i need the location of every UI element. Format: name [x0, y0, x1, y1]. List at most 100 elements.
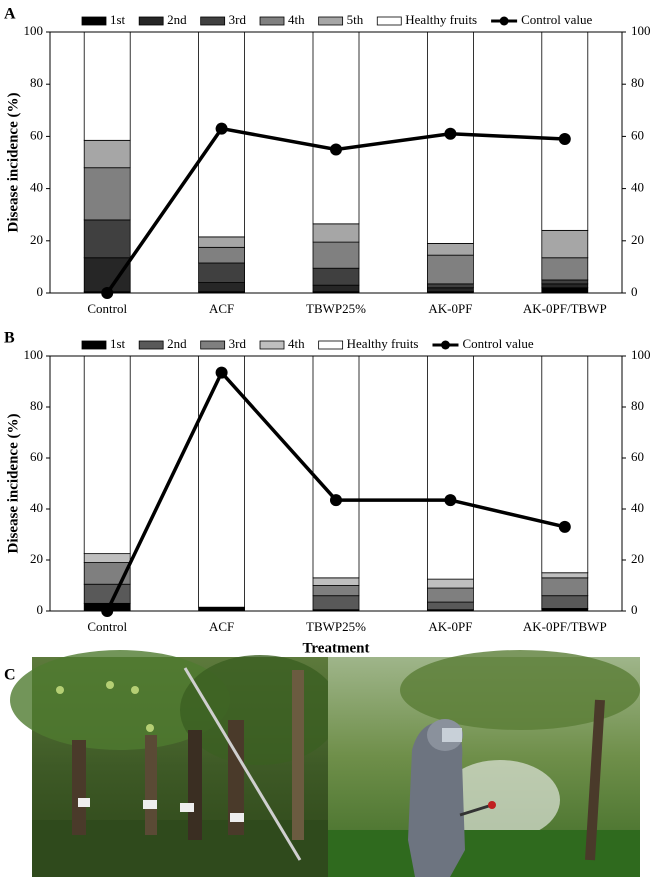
chart: A 0 20 40 60 80 100 0 20 40 60 80 100 Disease inciden… [4, 6, 651, 316]
y-tick-label: 40 [30, 500, 43, 515]
plot-frame [49, 31, 623, 294]
bar-segment [541, 355, 589, 574]
legend-swatch [200, 340, 226, 350]
legend-item: 3rd [200, 336, 247, 351]
bar-segment [426, 254, 474, 285]
x-tick-label: ACF [209, 619, 234, 634]
y2-tick-label: 40 [631, 180, 644, 195]
control-point [101, 605, 114, 617]
panel-label: B [4, 330, 15, 347]
x-tick-label: AK-0PF [428, 619, 472, 634]
panel-label: A [4, 6, 16, 23]
y-tick-label: 80 [30, 75, 43, 90]
legend-item: 3rd [200, 12, 247, 27]
bar-segment [312, 241, 360, 269]
legend-item: 5th [318, 12, 364, 27]
legend-label: Healthy fruits [347, 336, 419, 351]
bar-segment [312, 355, 360, 579]
bar-segment [198, 246, 246, 264]
bar-segment [541, 572, 589, 579]
y2-tick-label: 100 [631, 23, 651, 38]
x-tick-label: ACF [209, 301, 234, 316]
control-point [330, 494, 342, 507]
y2-tick-label: 60 [631, 127, 644, 142]
legend-item: Healthy fruits [318, 336, 419, 351]
bar-segment [312, 267, 360, 286]
legend-label: 2nd [167, 336, 187, 351]
y2-tick-label: 60 [631, 449, 644, 464]
y2-tick-label: 100 [631, 347, 651, 362]
bar-segment [198, 262, 246, 283]
bar-segment [541, 279, 589, 285]
y-axis-title: Disease incidence (%) [5, 93, 21, 233]
legend-label: 3rd [229, 336, 247, 351]
y-tick-label: 100 [24, 23, 44, 38]
panel-label: C [4, 667, 16, 684]
y2-tick-label: 20 [631, 232, 644, 247]
y2-tick-label: 80 [631, 75, 644, 90]
legend-label: 4th [288, 336, 305, 351]
control-point [444, 494, 457, 507]
bar-segment [541, 287, 589, 294]
x-axis-title: Treatment [303, 640, 370, 656]
legend-label: Control value [521, 12, 592, 27]
legend-label: Control value [462, 336, 533, 351]
bar-segment [312, 31, 360, 225]
bar-segment [426, 287, 474, 293]
legend-item: 4th [259, 336, 305, 351]
bar-segment [426, 578, 474, 589]
legend-marker [440, 340, 450, 350]
control-point [215, 366, 228, 379]
x-tick-label: Control [87, 619, 127, 634]
x-tick-label: TBWP25% [306, 619, 366, 634]
bar-segment [426, 587, 474, 603]
bar-segment [198, 355, 246, 608]
y-tick-label: 20 [30, 551, 43, 566]
legend-item: 2nd [138, 336, 187, 351]
bar-segment [426, 243, 474, 256]
bar-segment [83, 257, 131, 293]
control-point [101, 287, 114, 299]
legend-swatch [259, 340, 285, 350]
bar-segment [83, 219, 131, 259]
legend-swatch [259, 16, 285, 26]
y2-tick-label: 0 [631, 284, 638, 299]
y2-tick-label: 20 [631, 551, 644, 566]
y2-tick-label: 40 [631, 500, 644, 515]
y-tick-label: 80 [30, 398, 43, 413]
control-point [330, 143, 342, 156]
y-tick-label: 100 [24, 347, 44, 362]
legend-item: 4th [259, 12, 305, 27]
bar-segment [426, 283, 474, 289]
legend-label: Healthy fruits [405, 12, 477, 27]
y-tick-label: 60 [30, 449, 43, 464]
bar-segment [541, 595, 589, 609]
bar-segment [83, 139, 131, 169]
bar-segment [541, 283, 589, 289]
legend-item: 1st [81, 12, 126, 27]
bar-segment [312, 585, 360, 597]
y-tick-label: 20 [30, 232, 43, 247]
chart: B 0 20 40 60 80 100 0 20 40 60 80 100 Disease inciden… [4, 330, 651, 657]
legend-item: Control value [432, 336, 534, 351]
bar-segment [83, 167, 131, 221]
bar-segment [541, 229, 589, 259]
legend-swatch [200, 16, 226, 26]
y2-tick-label: 0 [631, 602, 638, 617]
control-point [558, 133, 571, 146]
bar-segment [198, 606, 246, 612]
bar-segment [426, 601, 474, 611]
legend-item: Healthy fruits [376, 12, 477, 27]
legend-item: 1st [81, 336, 126, 351]
x-tick-label: AK-0PF [428, 301, 472, 316]
legend-marker [499, 16, 509, 26]
control-point [215, 122, 228, 135]
y-tick-label: 0 [37, 284, 44, 299]
legend-swatch [318, 16, 344, 26]
bar-segment [541, 577, 589, 597]
photo-spraying [328, 650, 640, 877]
bar-segment [83, 583, 131, 604]
photo-orchard [10, 650, 340, 877]
bar-segment [83, 31, 131, 141]
